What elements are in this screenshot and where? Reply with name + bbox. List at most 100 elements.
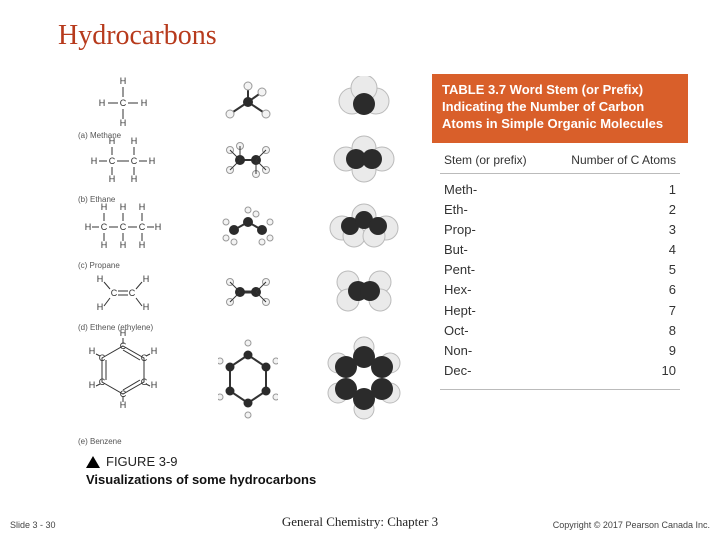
table-cell-stem: Oct- [444, 321, 469, 341]
svg-text:H: H [155, 222, 162, 232]
molecule-row-propane: C C C HHH HHH HH [78, 198, 418, 260]
svg-text:H: H [97, 274, 104, 284]
table-body: Meth- 1 Eth- 2 Prop- 3 But- 4 Pent- 5 Hex-6 H… [432, 174, 688, 389]
svg-text:C: C [99, 353, 106, 363]
table-row: Meth- 1 [444, 180, 676, 200]
molecule-row-ethene: C C HH HH (d) Ethene (ethyl [78, 264, 418, 322]
table-row: Pent- 5 [444, 260, 676, 280]
table-cell-n: 3 [669, 220, 676, 240]
table-cell-stem: Prop- [444, 220, 476, 240]
table-column-headers: Stem (or prefix) Number of C Atoms [432, 143, 688, 173]
ball-stick-icon [218, 204, 278, 248]
svg-text:H: H [89, 346, 96, 356]
svg-text:C: C [109, 156, 116, 166]
table-cell-n: 5 [669, 260, 676, 280]
svg-text:C: C [101, 222, 108, 232]
table-row: Non- 9 [444, 341, 676, 361]
table-cell-stem: Non- [444, 341, 472, 361]
svg-text:H: H [85, 222, 92, 232]
space-fill-icon [324, 200, 404, 250]
svg-text:C: C [139, 222, 146, 232]
figure-number: FIGURE 3-9 [106, 454, 178, 469]
svg-text:H: H [120, 76, 127, 86]
structural-formula-icon: H H H H C [78, 74, 168, 130]
molecule-caption: (e) Benzene [78, 437, 122, 446]
svg-text:H: H [101, 240, 108, 250]
table-col2: Number of C Atoms [571, 153, 676, 167]
table-cell-stem: Dec- [444, 361, 471, 381]
table-row: Dec-10 [444, 361, 676, 381]
table-cell-stem: Eth- [444, 200, 468, 220]
svg-text:C: C [129, 288, 136, 298]
space-fill-icon [324, 330, 404, 430]
svg-text:H: H [89, 380, 96, 390]
svg-text:C: C [131, 156, 138, 166]
svg-text:H: H [151, 380, 158, 390]
svg-text:C: C [120, 222, 127, 232]
figure-marker-triangle-icon [86, 456, 100, 468]
table-cell-n: 9 [669, 341, 676, 361]
svg-text:H: H [120, 118, 127, 128]
table-cell-stem: Hex- [444, 280, 471, 300]
svg-text:C: C [141, 377, 148, 387]
svg-text:H: H [120, 328, 127, 338]
table-cell-n: 8 [669, 321, 676, 341]
figure-hydrocarbon-grid: H H H H C [78, 74, 418, 454]
footer-copyright: Copyright © 2017 Pearson Canada Inc. [553, 520, 710, 530]
table-row: Eth- 2 [444, 200, 676, 220]
svg-text:H: H [109, 136, 116, 146]
table-cell-stem: But- [444, 240, 468, 260]
svg-text:H: H [120, 202, 127, 212]
svg-text:H: H [101, 202, 108, 212]
svg-text:H: H [139, 202, 146, 212]
molecule-row-ethane: C C H H H H H H [78, 132, 418, 194]
svg-text:H: H [91, 156, 98, 166]
molecule-row-methane: H H H H C [78, 74, 418, 130]
table-cell-n: 4 [669, 240, 676, 260]
structural-formula-icon: C C H H H H [78, 264, 168, 320]
table-cell-stem: Meth- [444, 180, 477, 200]
svg-text:H: H [143, 274, 150, 284]
table-cell-n: 1 [669, 180, 676, 200]
molecule-row-benzene: HH HH HH CC CC CC [78, 322, 418, 442]
table-header: TABLE 3.7 Word Stem (or Prefix) Indicati… [432, 74, 688, 143]
svg-text:H: H [120, 240, 127, 250]
svg-text:H: H [97, 302, 104, 312]
structural-formula-icon: HH HH HH CC CC CC [78, 322, 168, 432]
slide: Hydrocarbons H H H H C [0, 0, 720, 540]
table-row: Hex-6 [444, 280, 676, 300]
svg-text:C: C [120, 98, 127, 108]
table-cell-stem: Pent- [444, 260, 475, 280]
space-fill-icon [324, 76, 404, 126]
table-row: Hept- 7 [444, 301, 676, 321]
svg-text:H: H [143, 302, 150, 312]
svg-text:H: H [109, 174, 116, 184]
svg-text:H: H [139, 240, 146, 250]
ball-stick-icon [218, 138, 278, 182]
table-row: Oct- 8 [444, 321, 676, 341]
structural-formula-icon: C C H H H H H H [78, 132, 168, 188]
table-cell-stem: Hept- [444, 301, 476, 321]
svg-text:H: H [131, 174, 138, 184]
svg-text:H: H [99, 98, 106, 108]
table-divider [440, 389, 680, 390]
table-cell-n: 2 [669, 200, 676, 220]
svg-text:H: H [149, 156, 156, 166]
figure-caption: Visualizations of some hydrocarbons [86, 472, 316, 487]
table-cell-n: 7 [669, 301, 676, 321]
svg-text:H: H [131, 136, 138, 146]
ball-stick-icon [218, 332, 278, 432]
ball-stick-icon [218, 270, 278, 314]
slide-title: Hydrocarbons [58, 20, 217, 52]
svg-text:C: C [141, 353, 148, 363]
table-row: Prop- 3 [444, 220, 676, 240]
space-fill-icon [324, 266, 404, 316]
svg-text:H: H [141, 98, 148, 108]
table-prefix-carbon: TABLE 3.7 Word Stem (or Prefix) Indicati… [432, 74, 688, 390]
svg-text:C: C [111, 288, 118, 298]
structural-formula-icon: C C C HHH HHH HH [78, 198, 168, 254]
table-row: But- 4 [444, 240, 676, 260]
svg-text:H: H [151, 346, 158, 356]
space-fill-icon [324, 134, 404, 184]
svg-text:C: C [99, 377, 106, 387]
